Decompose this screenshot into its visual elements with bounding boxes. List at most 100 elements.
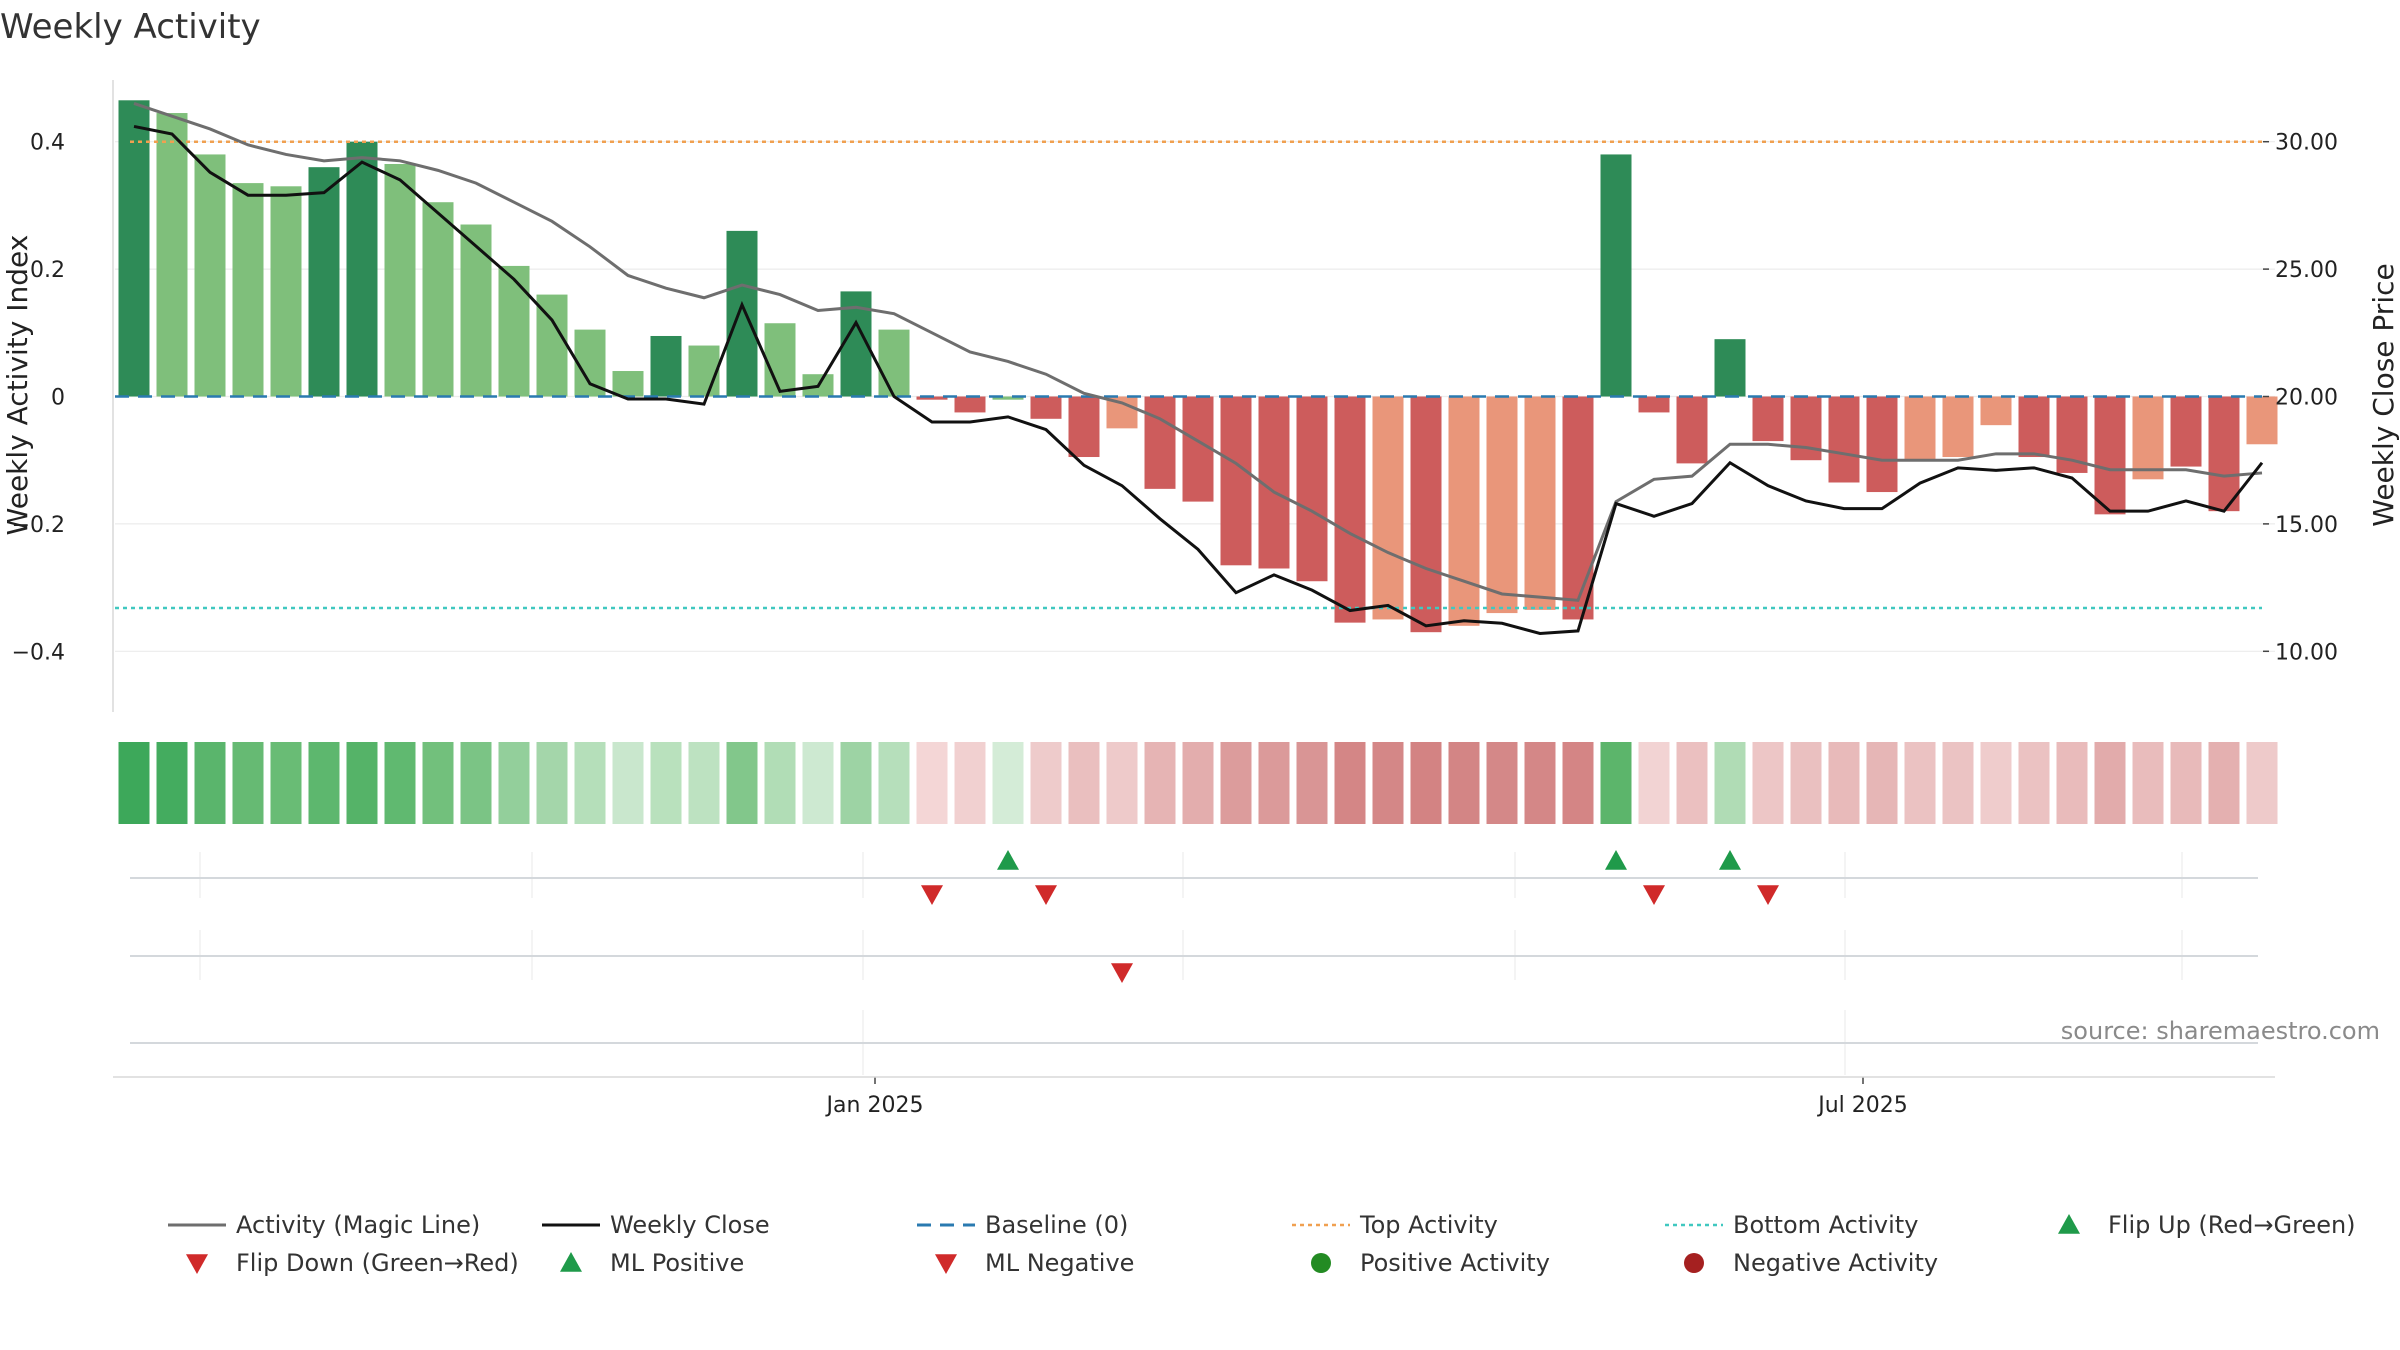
y-tick-right: 10.00 — [2275, 640, 2338, 665]
activity-bar — [1448, 396, 1480, 626]
heat-cell — [1942, 742, 1974, 824]
activity-bar — [992, 396, 1024, 400]
chart-title: Weekly Activity — [0, 7, 261, 47]
heat-cell — [1372, 742, 1404, 824]
activity-bar — [878, 329, 910, 397]
y-axis-right-label: Weekly Close Price — [2367, 263, 2400, 526]
flip-down-marker — [1757, 885, 1779, 905]
heat-cell — [1106, 742, 1138, 824]
heat-cell — [2132, 742, 2164, 824]
legend-label: Activity (Magic Line) — [236, 1211, 480, 1239]
heat-cell — [422, 742, 454, 824]
heat-cell — [1790, 742, 1822, 824]
activity-bar — [270, 186, 302, 397]
activity-bar — [156, 113, 188, 397]
activity-bar — [1562, 396, 1594, 620]
activity-bar — [1714, 339, 1746, 397]
legend-swatch-triangle-down — [186, 1254, 208, 1274]
heat-cell — [1638, 742, 1670, 824]
legend-label: ML Negative — [985, 1249, 1134, 1277]
activity-bar — [460, 224, 492, 397]
y-tick-left: 0 — [51, 386, 65, 411]
heat-cell — [1030, 742, 1062, 824]
heat-cell — [1562, 742, 1594, 824]
heat-cell — [1676, 742, 1708, 824]
source-note: source: sharemaestro.com — [2061, 1017, 2380, 1045]
heat-cell — [992, 742, 1024, 824]
heat-cell — [1486, 742, 1518, 824]
activity-bar — [688, 345, 720, 397]
activity-bar — [2170, 396, 2202, 467]
activity-bar — [1866, 396, 1898, 493]
activity-bar — [1068, 396, 1100, 458]
activity-bar — [232, 183, 264, 397]
heat-cell — [840, 742, 872, 824]
heat-cell — [1258, 742, 1290, 824]
legend-item: Baseline (0) — [917, 1211, 1128, 1239]
y-tick-left: −0.4 — [12, 640, 65, 665]
activity-bar — [612, 371, 644, 397]
legend-item: Negative Activity — [1684, 1249, 1938, 1277]
activity-bar — [1828, 396, 1860, 483]
activity-bar — [1904, 396, 1936, 461]
heat-cell — [1600, 742, 1632, 824]
x-tick-label: Jul 2025 — [1816, 1093, 1908, 1118]
legend-item: Activity (Magic Line) — [168, 1211, 480, 1239]
heat-cell — [2208, 742, 2240, 824]
legend-label: Bottom Activity — [1733, 1211, 1918, 1239]
activity-bar — [346, 141, 378, 397]
legend-item: ML Positive — [560, 1249, 744, 1277]
activity-bar — [1942, 396, 1974, 458]
weekly-close-series — [133, 124, 2264, 635]
heat-cell — [726, 742, 758, 824]
activity-bar — [1030, 396, 1062, 419]
heat-cell — [1334, 742, 1366, 824]
activity-bar — [1638, 396, 1670, 413]
activity-bar — [1486, 396, 1518, 614]
flip-up-marker — [1605, 850, 1627, 870]
heat-cell — [574, 742, 606, 824]
heat-cell — [270, 742, 302, 824]
activity-bar — [384, 163, 416, 397]
heat-cell — [2170, 742, 2202, 824]
y-tick-right: 20.00 — [2275, 386, 2338, 411]
series-lines — [115, 102, 2264, 635]
activity-bar — [118, 100, 150, 397]
legend: Activity (Magic Line) Weekly Close Baselin… — [168, 1211, 2356, 1277]
heat-cell — [460, 742, 492, 824]
flip-down-marker — [1035, 885, 1057, 905]
heat-cell — [688, 742, 720, 824]
heat-cell — [308, 742, 340, 824]
legend-swatch-triangle-down — [935, 1254, 957, 1274]
flip-down-marker — [1643, 885, 1665, 905]
heat-cell — [384, 742, 416, 824]
legend-label: Flip Down (Green→Red) — [236, 1249, 519, 1277]
activity-bar — [764, 323, 796, 397]
activity-bar — [1752, 396, 1784, 442]
heat-cell — [118, 742, 150, 824]
heat-cell — [498, 742, 530, 824]
legend-swatch-circle — [1684, 1253, 1704, 1273]
y-tick-right: 25.00 — [2275, 258, 2338, 283]
activity-bar — [1410, 396, 1442, 633]
heat-cell — [346, 742, 378, 824]
heat-cell — [2056, 742, 2088, 824]
activity-bar — [1980, 396, 2012, 426]
flip-up-marker — [1719, 850, 1741, 870]
heat-cell — [1182, 742, 1214, 824]
flip-up-marker — [997, 850, 1019, 870]
activity-bar — [650, 335, 682, 397]
activity-bar — [1676, 396, 1708, 464]
y-axis-left-label: Weekly Activity Index — [1, 235, 34, 536]
legend-item: Top Activity — [1292, 1211, 1498, 1239]
heat-cell — [2094, 742, 2126, 824]
activity-bar — [916, 396, 948, 400]
heat-cell — [1448, 742, 1480, 824]
x-tick-label: Jan 2025 — [825, 1093, 924, 1118]
legend-label: ML Positive — [610, 1249, 744, 1277]
y-tick-right: 15.00 — [2275, 513, 2338, 538]
heat-cell — [1144, 742, 1176, 824]
activity-bar — [1600, 154, 1632, 397]
y-tick-left: 0.4 — [30, 131, 65, 156]
